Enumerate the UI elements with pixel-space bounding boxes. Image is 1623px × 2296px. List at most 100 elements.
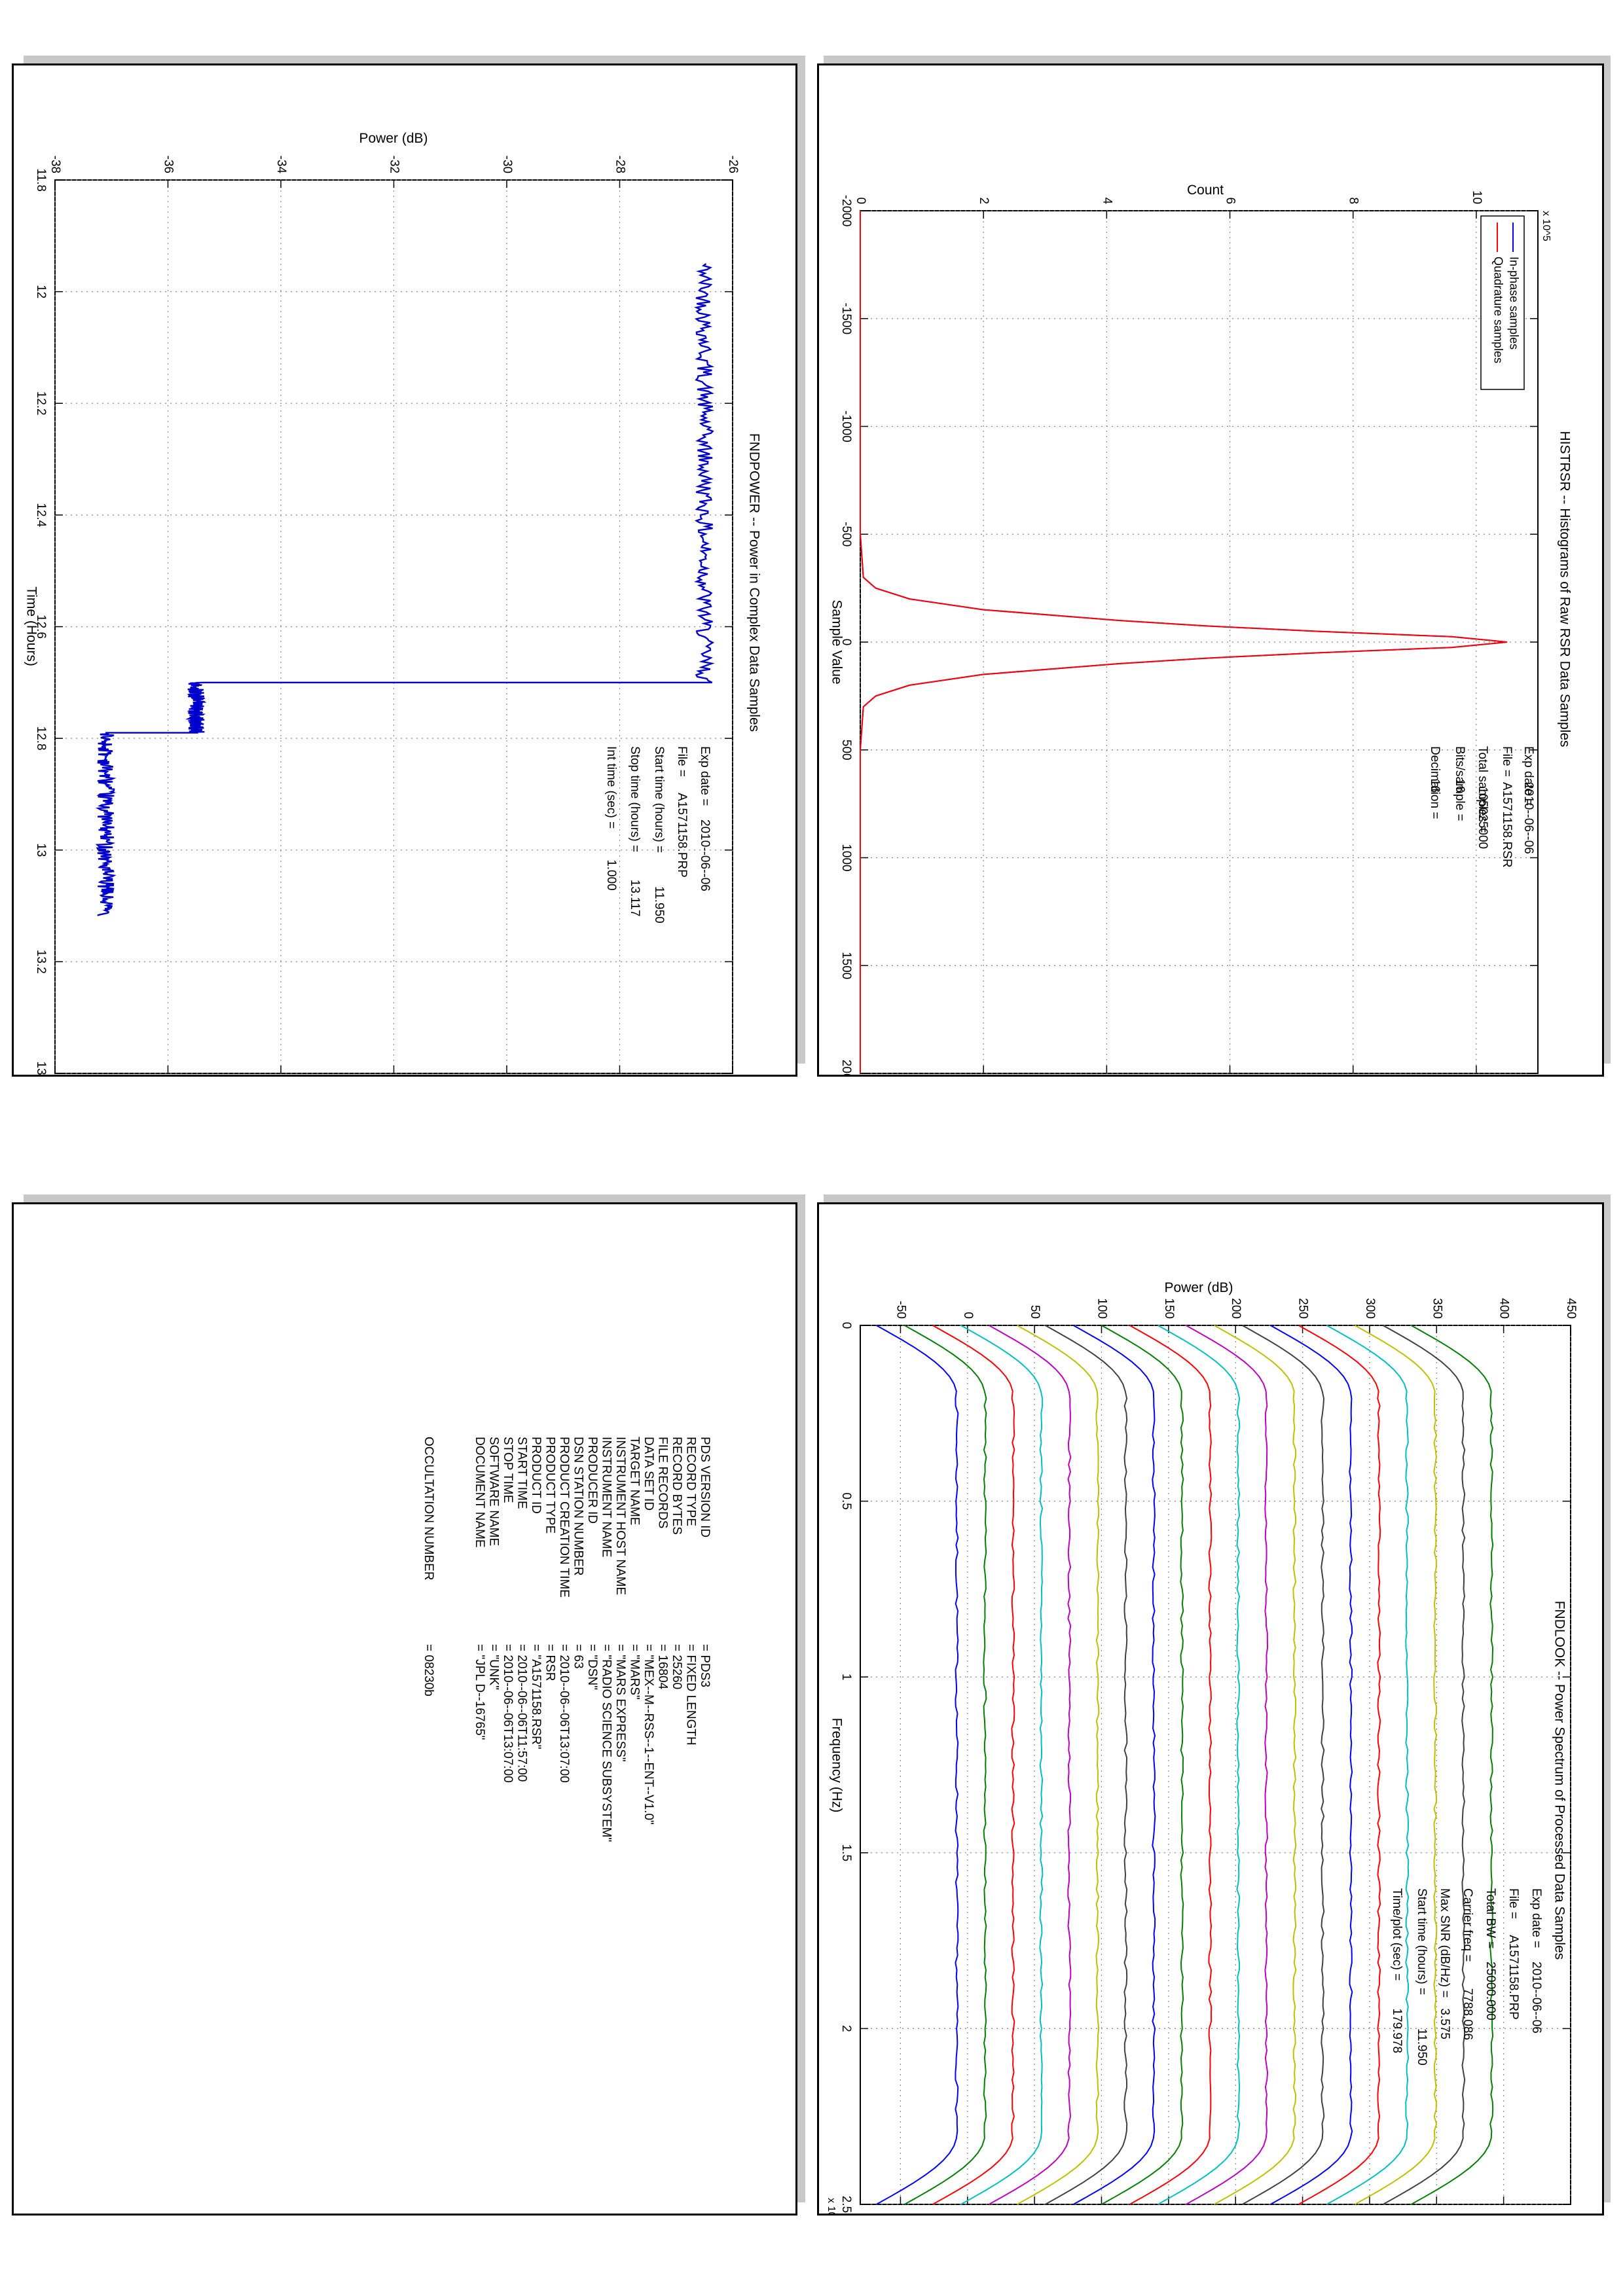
hist-legend-label: In-phase samples [1507,257,1520,350]
look-annotation-value: 3.575 [1438,2008,1451,2039]
look-series-line [1326,1325,1410,2205]
hist-x-tick-label: 1000 [839,844,853,871]
hist-plot-box [860,210,1539,1074]
hist-annotation-value: 16 [1428,779,1442,793]
power-annotation-value: 11.950 [652,886,666,924]
hist-y-tick-label: 0 [854,197,867,204]
look-y-tick-label: 100 [1095,1298,1108,1319]
table-row-key: DATA SET ID [642,1437,655,1511]
power-x-tick-label: 13.2 [34,950,48,974]
hist-annotation-label: Exp date = [1522,746,1535,806]
look-y-tick-label: 300 [1363,1298,1377,1319]
table-row-value: = "DSN" [585,1644,599,1690]
power-annotation-value: 2010--06--06 [698,819,712,891]
table-row-value: = 2010--06--06T11:57:00 [515,1644,528,1782]
table-row-value: = 63 [571,1644,585,1669]
look-series-line [1354,1325,1438,2205]
label-table: PDS VERSION ID = PDS3 RECORD TYPE = FIXED L… [422,1437,712,1842]
power-x-tick-label: 12.8 [34,726,48,751]
look-x-multiplier: x 10^4 [826,2198,837,2214]
hist-y-tick-label: 4 [1100,197,1114,204]
power-y-tick-label: -34 [274,156,288,174]
table-row-value: = RSR [543,1644,556,1681]
look-axes: 0 0.5 1 1.5 2 2.5 -50 0 50 100 150 200 250 300 350 400 4… [839,1298,1578,2213]
look-series-line [904,1325,987,2205]
look-y-tick-label: -50 [894,1301,907,1319]
hist-annotation-value: 16 [1453,779,1467,793]
hist-ylabel: Count [1187,183,1224,198]
power-y-tick-label: -36 [161,156,175,173]
table-row-value: = 08230b [422,1644,435,1696]
table-row-value: = "JPL D--16765" [473,1644,486,1740]
power-y-tick-label: -38 [48,156,62,173]
look-title: FNDLOOK -- Power Spectrum of Processed D… [1552,1601,1567,1960]
table-row-key: OCCULTATION NUMBER [422,1437,435,1581]
look-series-line [1410,1325,1494,2205]
look-ylabel: Power (dB) [1164,1280,1233,1295]
look-annotation-label: Total BW = [1484,1888,1497,1948]
table-row-value: = PDS3 [698,1644,712,1687]
fndlook-panel: 0 0.5 1 1.5 2 2.5 -50 0 50 100 150 200 250 300 350 400 4… [817,1194,1611,2215]
power-annotation-label: File = [675,746,689,777]
look-annotation-value: 7788.086 [1461,1988,1474,2040]
hist-title: HISTRSR -- Histograms of Raw RSR Data Sa… [1557,431,1572,747]
look-annotation-label: Start time (hours) = [1415,1888,1429,1995]
look-series-line [1073,1325,1156,2205]
look-series-line [932,1325,1015,2205]
hist-series-line [860,211,1508,1073]
look-annotation-value: 25000.000 [1484,1962,1497,2020]
hist-annotation-value: 105025000 [1476,787,1489,849]
look-series-line [1017,1325,1100,2205]
hist-xlabel: Sample Value [829,600,844,684]
look-y-tick-label: 450 [1564,1298,1578,1319]
look-x-tick-label: 1 [839,1674,853,1681]
hist-y-multiplier: x 10^5 [1541,211,1552,242]
table-row-value: = "RADIO SCIENCE SUBSYSTEM" [599,1644,613,1842]
hist-annotation-label: File = [1500,746,1514,777]
hist-x-tick-label: -500 [839,522,853,547]
look-series-line [989,1325,1072,2205]
power-annotation-value: A1571158.PRP [675,793,689,878]
look-annotation-label: Time/plot (sec) = [1390,1888,1404,1981]
look-x-tick-label: 0 [839,1322,853,1329]
hist-annotation-label: Bits/sample = [1453,746,1467,821]
look-annotation-value: 179.978 [1390,2008,1404,2053]
table-row-key: RECORD BYTES [670,1437,684,1535]
histrsr-chart: -2000 -1500 -1000 -500 0 500 1000 1500 2000 0 2 4 6 8… [829,183,1572,1075]
power-xlabel: Time (Hours) [24,586,39,666]
table-row-key: PRODUCT ID [529,1437,543,1514]
hist-x-tick-label: -2000 [839,195,853,227]
look-annotation-value: A1571158.PRP [1506,1935,1520,2020]
hist-x-tick-label: 500 [839,740,853,761]
fndpower-chart: 11.8 12 12.2 12.4 12.6 12.8 13 13.2 13.4 -38 -36 -3… [24,131,761,1075]
look-series-line [1298,1325,1381,2205]
look-annotation-value: 11.950 [1415,2028,1429,2066]
power-x-tick-label: 12.6 [34,615,48,639]
power-y-tick-label: -30 [500,156,514,173]
histrsr-panel: -2000 -1500 -1000 -500 0 500 1000 1500 2000 0 2 4 6 8… [817,56,1611,1077]
look-y-tick-label: 350 [1430,1298,1444,1319]
hist-annotation-label: Total samples = [1476,746,1489,833]
power-annotation-label: Exp date = [698,746,712,806]
look-y-tick-label: 400 [1497,1298,1511,1319]
power-x-tick-label: 13.4 [34,1062,48,1075]
hist-x-tick-label: 0 [839,639,853,646]
power-x-tick-label: 12 [34,285,48,298]
look-x-tick-label: 0.5 [839,1492,853,1509]
look-x-tick-label: 2 [839,2025,853,2032]
hist-x-tick-label: -1000 [839,410,853,442]
look-annotation-label: File = [1506,1888,1520,1919]
power-ylabel: Power (dB) [359,131,428,146]
look-series-line [1269,1325,1353,2205]
table-row-key: RECORD TYPE [684,1437,697,1526]
look-xlabel: Frequency (Hz) [829,1718,844,1813]
look-series-line [1213,1325,1297,2205]
table-row-key: INSTRUMENT HOST NAME [613,1437,627,1595]
look-y-tick-label: 150 [1162,1298,1176,1319]
table-row-key: TARGET NAME [627,1437,641,1525]
table-row-key: DSN STATION NUMBER [571,1437,585,1576]
table-row-value: = "MARS" [627,1644,641,1700]
fndpower-panel: 11.8 12 12.2 12.4 12.6 12.8 13 13.2 13.4 -38 -36 -3… [12,56,805,1077]
look-series-line [1382,1325,1466,2205]
hist-x-tick-label: 1500 [839,952,853,979]
